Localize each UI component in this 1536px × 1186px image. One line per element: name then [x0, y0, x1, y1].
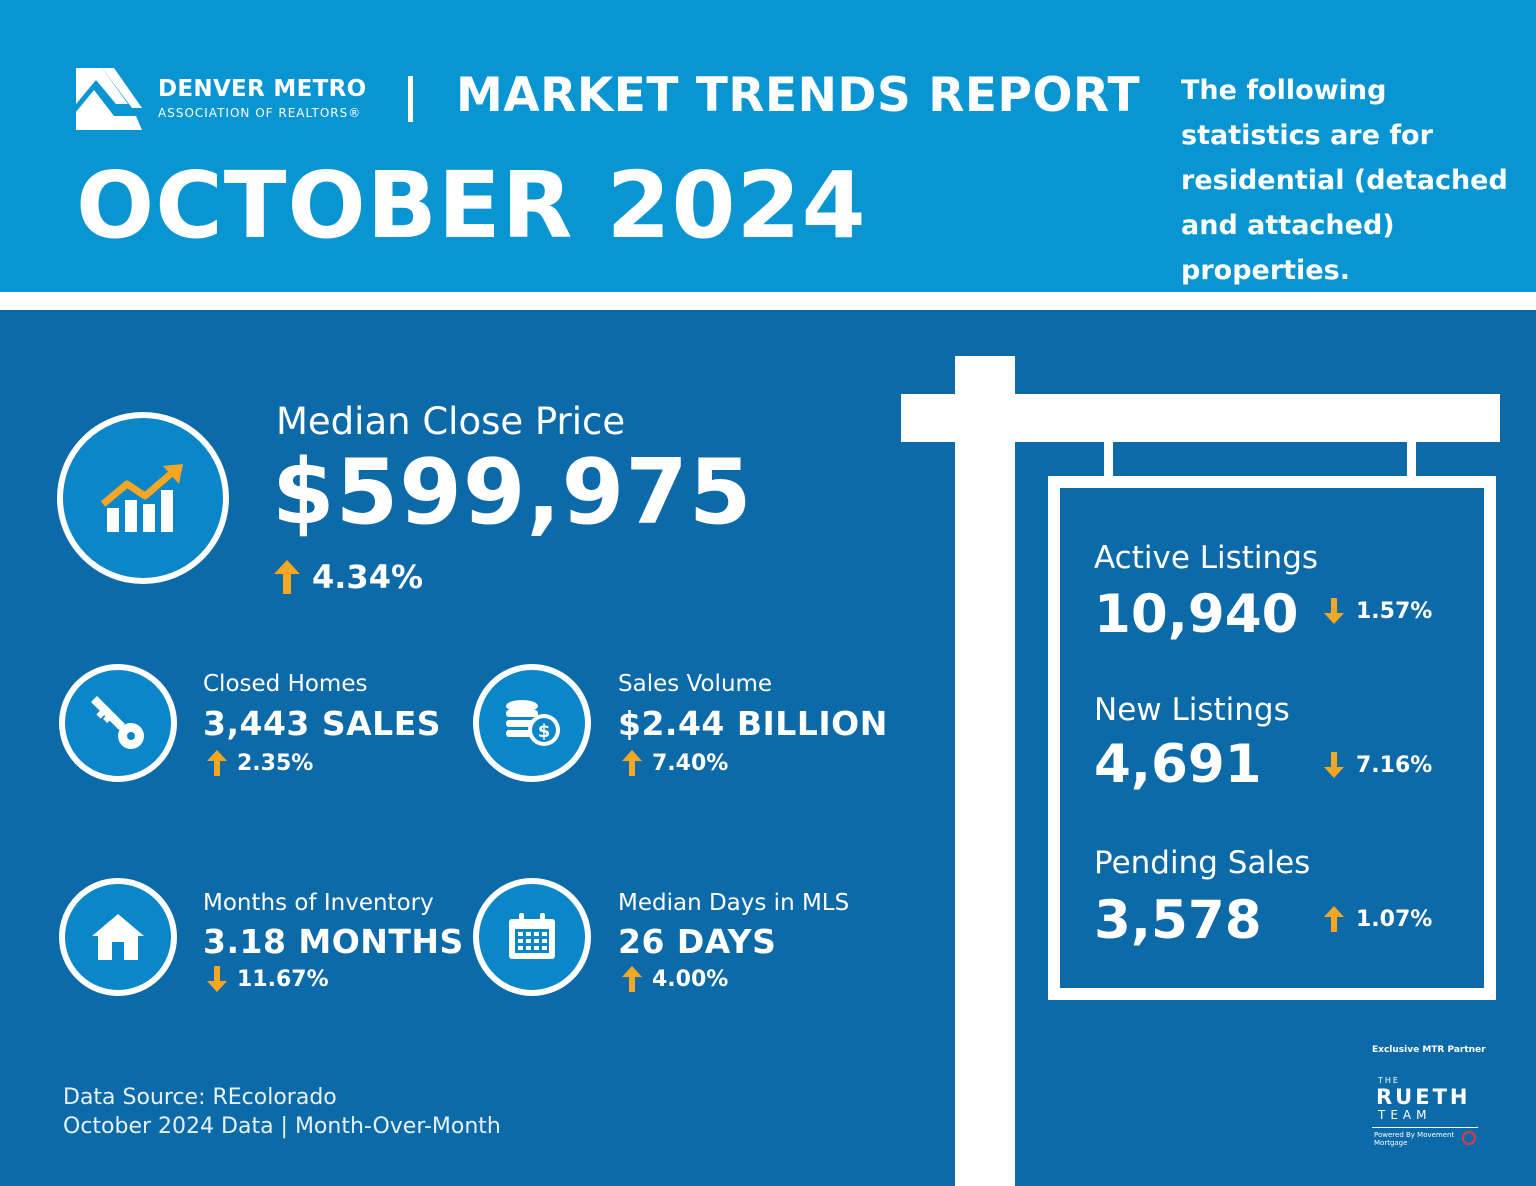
sign-post — [955, 356, 1015, 1186]
active-listings-value: 10,940 — [1094, 584, 1299, 645]
rueth-divider — [1372, 1127, 1478, 1128]
inventory-change-value: 11.67% — [237, 966, 329, 992]
org-subtitle: ASSOCIATION OF REALTORS® — [158, 106, 362, 120]
report-title: MARKET TRENDS REPORT — [456, 68, 1141, 123]
house-icon — [92, 914, 144, 960]
sales-volume-change-value: 7.40% — [652, 750, 729, 776]
new-listings-value: 4,691 — [1094, 734, 1262, 795]
active-listings-change: 1.57% — [1324, 598, 1432, 624]
pending-sales-change: 1.07% — [1324, 906, 1432, 932]
sign-hanger-left — [1104, 442, 1113, 478]
dmar-logo-icon — [76, 68, 142, 130]
title-divider — [408, 76, 413, 122]
sales-volume-label: Sales Volume — [618, 671, 773, 697]
header-note: The following statistics are for residen… — [1181, 75, 1508, 286]
median-days-value: 26 DAYS — [618, 922, 777, 961]
median-days-label: Median Days in MLS — [618, 890, 850, 916]
arrow-down-icon — [1324, 598, 1344, 624]
arrow-down-icon — [1324, 752, 1344, 778]
rueth-powered: Powered By Movement Mortgage — [1374, 1131, 1455, 1147]
pending-sales-change-value: 1.07% — [1356, 906, 1433, 932]
arrow-up-icon — [207, 750, 227, 776]
median-days-icon-circle — [473, 878, 591, 996]
active-listings-change-value: 1.57% — [1356, 598, 1433, 624]
month-title: OCTOBER 2024 — [76, 152, 867, 259]
pending-sales-label: Pending Sales — [1094, 845, 1311, 881]
chart-growth-icon — [101, 464, 183, 532]
median-price-label: Median Close Price — [276, 400, 626, 443]
closed-homes-value: 3,443 SALES — [203, 704, 442, 743]
rueth-team: TEAM — [1378, 1108, 1432, 1122]
closed-homes-icon-circle — [59, 664, 177, 782]
sales-volume-change: 7.40% — [622, 750, 728, 776]
header-divider-band — [0, 292, 1536, 310]
median-days-change: 4.00% — [622, 966, 728, 992]
new-listings-change: 7.16% — [1324, 752, 1432, 778]
data-period: October 2024 Data | Month-Over-Month — [63, 1114, 501, 1139]
sign-hanger-right — [1407, 442, 1416, 478]
inventory-icon-circle — [59, 878, 177, 996]
median-price-value: $599,975 — [272, 440, 753, 545]
median-price-change: 4.34% — [274, 558, 423, 596]
header-banner: DENVER METRO ASSOCIATION OF REALTORS® MA… — [0, 0, 1536, 292]
key-icon — [91, 696, 144, 749]
svg-text:$: $ — [538, 721, 551, 742]
median-price-icon-circle — [57, 412, 229, 584]
arrow-up-icon — [622, 750, 642, 776]
closed-homes-change-value: 2.35% — [237, 750, 314, 776]
inventory-label: Months of Inventory — [203, 890, 434, 916]
arrow-up-icon — [1324, 906, 1344, 932]
arrow-down-icon — [207, 966, 227, 992]
sales-volume-icon-circle: $ — [473, 664, 591, 782]
median-price-change-value: 4.34% — [312, 558, 424, 596]
arrow-up-icon — [622, 966, 642, 992]
rueth-name: RUETH — [1376, 1085, 1471, 1109]
movement-mortgage-icon — [1462, 1131, 1476, 1145]
median-days-change-value: 4.00% — [652, 966, 729, 992]
sign-board — [1048, 476, 1496, 1000]
closed-homes-label: Closed Homes — [203, 671, 368, 697]
org-name: DENVER METRO — [158, 76, 367, 102]
closed-homes-change: 2.35% — [207, 750, 313, 776]
sales-volume-value: $2.44 BILLION — [618, 704, 888, 743]
inventory-change: 11.67% — [207, 966, 329, 992]
arrow-up-icon — [274, 560, 300, 594]
partner-label: Exclusive MTR Partner — [1372, 1045, 1486, 1055]
active-listings-label: Active Listings — [1094, 540, 1319, 576]
inventory-value: 3.18 MONTHS — [203, 922, 464, 961]
pending-sales-value: 3,578 — [1094, 890, 1262, 951]
new-listings-label: New Listings — [1094, 692, 1290, 728]
new-listings-change-value: 7.16% — [1356, 752, 1433, 778]
data-source: Data Source: REcolorado — [63, 1085, 337, 1110]
coins-icon: $ — [506, 700, 560, 746]
sign-arm — [901, 394, 1500, 442]
calendar-icon — [509, 913, 555, 959]
rueth-the: THE — [1378, 1076, 1400, 1085]
